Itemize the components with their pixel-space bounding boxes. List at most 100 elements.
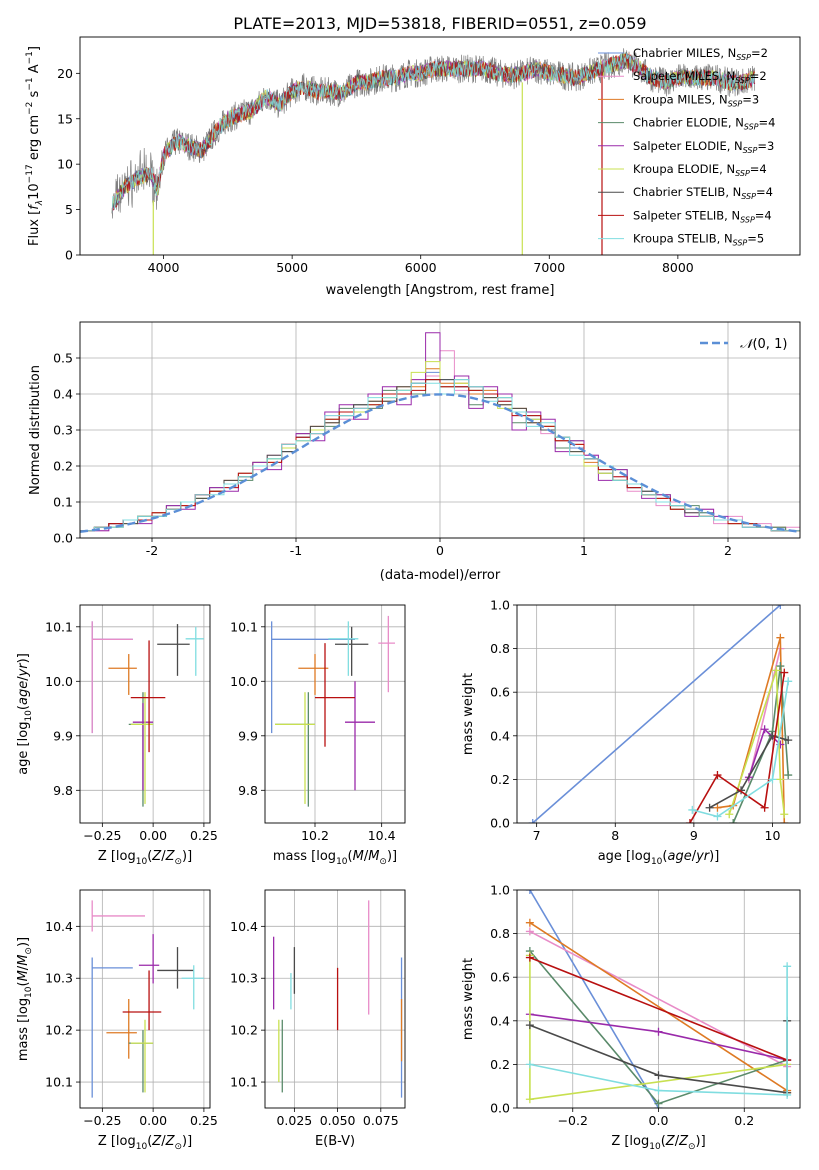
y-axis-label: Flux [fλ10−17 erg cm−2 s−1 A−1] bbox=[25, 46, 45, 246]
legend-sep: , bbox=[720, 46, 727, 60]
tick-label-x: 10 bbox=[765, 828, 781, 843]
legend-n-subscript: SSP bbox=[736, 53, 751, 62]
mass-weight-marker bbox=[525, 927, 534, 936]
legend-model-name: Salpeter ELODIE bbox=[633, 139, 727, 153]
tick-label-y: 10.2 bbox=[230, 1023, 258, 1038]
mass-weight-marker bbox=[772, 666, 781, 675]
mass-weight-marker bbox=[525, 953, 534, 962]
axes-frame bbox=[79, 889, 211, 1109]
plot-area-weight-vs-z bbox=[525, 890, 792, 1108]
tick-label-y: 10.1 bbox=[230, 1075, 258, 1090]
tick-label-y: 9.9 bbox=[238, 728, 258, 743]
mass-weight-marker bbox=[713, 771, 722, 780]
legend-n-label: N bbox=[726, 162, 735, 176]
mass-weight-marker bbox=[525, 1095, 534, 1104]
errorbar-point bbox=[132, 703, 154, 791]
errorbar-point bbox=[185, 626, 204, 676]
tick-label-y: 10.2 bbox=[45, 1023, 73, 1038]
axes-weight-vs-z: −0.2 0.0 0.2 0.0 0.2 0.4 0.6 0.8 1.0 Z [log10(Z/Z… bbox=[461, 883, 801, 1152]
errorbar-point bbox=[328, 621, 359, 676]
legend-n-value: =4 bbox=[759, 116, 776, 130]
tick-label-y: 0.5 bbox=[53, 351, 73, 366]
axes-frame bbox=[516, 889, 801, 1109]
tick-label-y: 0.3 bbox=[53, 423, 73, 438]
legend-entry: Kroupa ELODIE, NSSP=4 bbox=[633, 162, 767, 178]
axes-frame bbox=[516, 604, 801, 824]
x-axis-label: Z [log10(Z/Z⊙)] bbox=[98, 849, 192, 867]
legend-model-name: Salpeter MILES bbox=[633, 69, 719, 83]
tick-label-x: −0.25 bbox=[83, 828, 121, 843]
plot-area-mass-vs-z bbox=[91, 900, 204, 1098]
y-axis-label: mass weight bbox=[461, 958, 476, 1040]
tick-label-y: 0.6 bbox=[490, 970, 510, 985]
mass-weight-line bbox=[689, 672, 786, 823]
tick-label-y: 0.4 bbox=[53, 387, 73, 402]
mass-weight-marker bbox=[784, 677, 793, 686]
gaussian-reference-curve bbox=[80, 393, 800, 533]
legend-entry: Kroupa MILES, NSSP=3 bbox=[633, 92, 759, 108]
tick-label-x: 10.2 bbox=[301, 828, 329, 843]
errorbar-point bbox=[122, 970, 162, 1031]
tick-label-y: 5 bbox=[65, 202, 73, 217]
tick-label-y: 0.8 bbox=[490, 641, 510, 656]
mass-weight-marker bbox=[768, 775, 777, 784]
tick-label-x: -2 bbox=[146, 543, 158, 558]
tick-label-x: -1 bbox=[290, 543, 302, 558]
tick-label-x: 0.2 bbox=[734, 1113, 754, 1128]
tick-label-y: 0.2 bbox=[53, 459, 73, 474]
y-axis-label: mass weight bbox=[461, 673, 476, 755]
errorbar-point bbox=[315, 643, 355, 747]
mass-weight-marker bbox=[729, 819, 738, 823]
tick-label-x: 1 bbox=[580, 543, 588, 558]
tick-label-x: 6000 bbox=[405, 260, 437, 275]
mass-weight-marker bbox=[784, 736, 793, 745]
legend-n-subscript: SSP bbox=[743, 146, 758, 155]
errorbar-point bbox=[157, 947, 194, 989]
tick-label-y: 20 bbox=[57, 66, 73, 81]
mass-weight-marker bbox=[525, 1060, 534, 1069]
mass-weight-marker bbox=[525, 1021, 534, 1030]
tick-label-x: 10.4 bbox=[368, 828, 396, 843]
tick-label-y: 9.8 bbox=[238, 783, 258, 798]
errorbar-point bbox=[335, 626, 369, 676]
legend-sep: , bbox=[725, 185, 732, 199]
tick-label-x: 5000 bbox=[276, 260, 308, 275]
plot-area-age-vs-z bbox=[91, 621, 204, 807]
mass-weight-line bbox=[529, 956, 788, 1061]
tick-label-y: 10.1 bbox=[45, 619, 73, 634]
axes-spectrum: 4000 5000 6000 7000 8000 0 5 10 15 20 wavelength [… bbox=[25, 36, 801, 298]
mass-weight-marker bbox=[783, 962, 792, 971]
x-axis-label: (data-model)/error bbox=[380, 568, 501, 583]
legend-sep: , bbox=[712, 92, 719, 106]
tick-label-x: 0.25 bbox=[190, 1113, 218, 1128]
legend-n-subscript: SSP bbox=[740, 215, 755, 224]
tick-label-y: 0.6 bbox=[490, 685, 510, 700]
legend-n-label: N bbox=[728, 46, 737, 60]
mass-weight-marker bbox=[654, 1086, 663, 1095]
axes-residual-hist: -2 -1 0 1 2 0.0 0.1 0.2 0.3 0.4 0.5 (data-model)/er… bbox=[28, 321, 801, 583]
tick-label-y: 1.0 bbox=[490, 598, 510, 613]
mass-weight-marker bbox=[654, 1027, 663, 1036]
legend-sep: , bbox=[727, 139, 734, 153]
mass-weight-line bbox=[709, 734, 789, 809]
tick-label-x: 0.075 bbox=[363, 1113, 399, 1128]
tick-label-y: 9.9 bbox=[53, 728, 73, 743]
errorbar-point bbox=[298, 654, 329, 695]
x-axis-label: Z [log10(Z/Z⊙)] bbox=[611, 1134, 705, 1152]
x-axis-label: wavelength [Angstrom, rest frame] bbox=[326, 283, 555, 298]
mass-weight-marker bbox=[784, 771, 793, 780]
legend-entry: Chabrier STELIB, NSSP=4 bbox=[633, 185, 773, 201]
histogram-legend: 𝒩(0, 1) bbox=[700, 337, 787, 352]
tick-label-x: 9 bbox=[690, 828, 698, 843]
errorbar-point bbox=[130, 692, 154, 804]
errorbar-point bbox=[91, 621, 133, 734]
mass-weight-marker bbox=[654, 1099, 663, 1108]
plot-area-spectrum bbox=[111, 48, 756, 255]
legend-n-value: =4 bbox=[750, 162, 767, 176]
tick-label-x: 0.25 bbox=[190, 828, 218, 843]
legend-model-name: Kroupa MILES bbox=[633, 92, 712, 106]
legend-sep: , bbox=[724, 208, 731, 222]
mass-weight-line bbox=[717, 637, 786, 823]
